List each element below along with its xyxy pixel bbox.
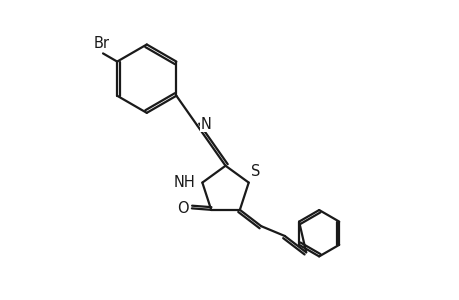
- Text: NH: NH: [174, 175, 196, 190]
- Text: Br: Br: [93, 36, 109, 51]
- Text: N: N: [200, 117, 211, 132]
- Text: O: O: [176, 201, 188, 216]
- Text: S: S: [251, 164, 260, 179]
